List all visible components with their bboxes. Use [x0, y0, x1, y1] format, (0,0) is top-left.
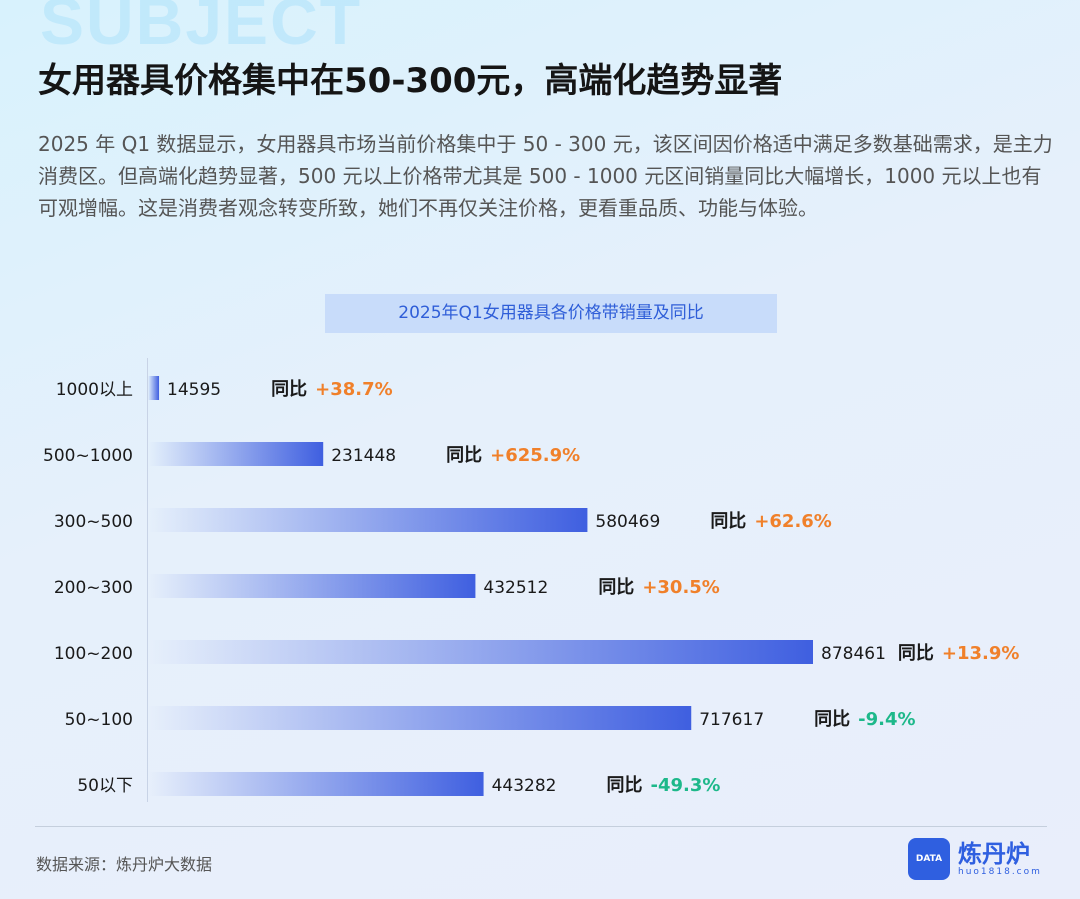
value-label: 231448 [331, 446, 396, 466]
category-label: 50~100 [65, 710, 133, 730]
category-label: 50以下 [77, 776, 133, 796]
yoy-value: +13.9% [942, 643, 1020, 664]
chart-title: 2025年Q1女用器具各价格带销量及同比 [325, 294, 777, 333]
yoy-value: +30.5% [642, 577, 720, 598]
page-title: 女用器具价格集中在50-300元，高端化趋势显著 [38, 61, 783, 101]
description: 2025 年 Q1 数据显示，女用器具市场当前价格集中于 50 - 300 元，… [38, 132, 1053, 220]
bar [148, 376, 160, 400]
cauldron-icon: DATA [908, 838, 950, 880]
category-label: 100~200 [54, 644, 133, 664]
brand-logo: DATA 炼丹炉 huo1818.com [908, 838, 1042, 880]
yoy-value: -49.3% [650, 775, 720, 796]
yoy-value: +625.9% [490, 445, 580, 466]
bar [148, 442, 324, 466]
bar [148, 574, 476, 598]
value-label: 717617 [699, 710, 764, 730]
yoy-label: 同比 [898, 643, 934, 664]
yoy-label: 同比 [814, 709, 850, 730]
yoy-value: -9.4% [858, 709, 915, 730]
yoy-label: 同比 [606, 775, 642, 796]
bar [148, 508, 588, 532]
footer-divider [35, 826, 1047, 827]
data-source: 数据来源：炼丹炉大数据 [36, 855, 213, 874]
value-label: 878461 [821, 644, 886, 664]
category-label: 200~300 [54, 578, 133, 598]
category-label: 500~1000 [43, 446, 133, 466]
bar [148, 706, 692, 730]
yoy-label: 同比 [710, 511, 746, 532]
category-label: 300~500 [54, 512, 133, 532]
value-label: 443282 [492, 776, 557, 796]
yoy-value: +62.6% [754, 511, 832, 532]
yoy-label: 同比 [271, 379, 307, 400]
brand-name: 炼丹炉 [958, 840, 1030, 868]
value-label: 580469 [595, 512, 660, 532]
yoy-label: 同比 [598, 577, 634, 598]
yoy-value: +38.7% [315, 379, 393, 400]
value-label: 432512 [483, 578, 548, 598]
bar [148, 772, 484, 796]
y-axis-line [147, 358, 148, 802]
watermark: SUBJECT [40, 0, 363, 58]
value-label: 14595 [167, 380, 221, 400]
brand-url: huo1818.com [958, 867, 1042, 877]
category-label: 1000以上 [56, 380, 133, 400]
bar [148, 640, 813, 664]
yoy-label: 同比 [446, 445, 482, 466]
